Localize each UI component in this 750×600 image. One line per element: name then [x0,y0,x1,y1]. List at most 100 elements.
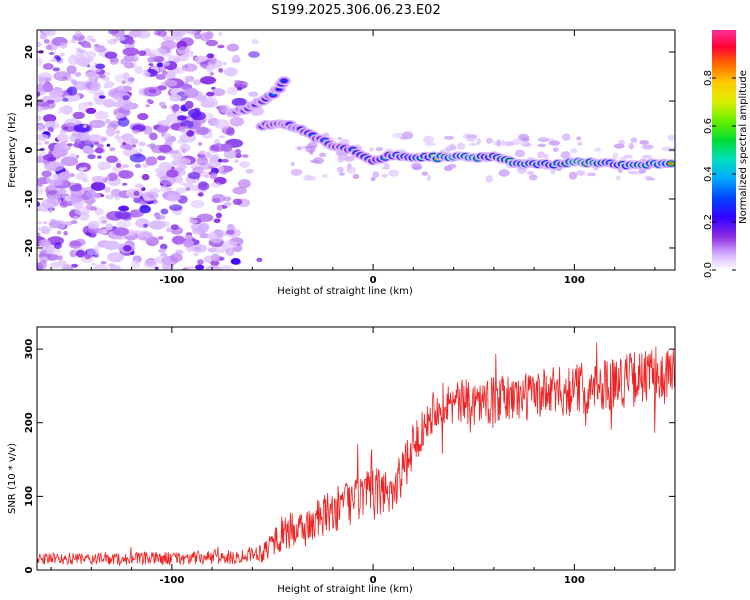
noise-speckle [71,130,84,139]
noise-speckle [623,154,633,159]
noise-speckle [96,143,105,149]
noise-speckle [93,264,108,270]
noise-speckle [73,123,91,133]
noise-speckle [133,190,140,197]
noise-speckle [114,195,121,201]
noise-speckle [193,252,199,257]
noise-speckle [116,220,131,229]
noise-speckle [231,97,247,107]
y-tick-label: -20 [24,239,35,257]
noise-speckle [172,150,179,154]
noise-speckle [205,64,215,73]
noise-speckle [498,169,510,177]
noise-speckle [59,42,68,49]
noise-speckle [159,243,168,250]
noise-speckle [37,201,41,207]
noise-speckle [369,147,374,152]
noise-speckle [518,139,528,147]
noise-speckle [162,70,168,76]
colorbar-tick-label: 0.4 [703,166,714,182]
noise-speckle [179,143,191,153]
noise-speckle [69,153,76,158]
noise-speckle [90,262,97,266]
noise-speckle [199,233,210,239]
noise-speckle [612,152,619,160]
noise-speckle [238,179,251,189]
noise-speckle [169,94,182,102]
noise-speckle [196,94,207,102]
noise-speckle [627,170,639,175]
noise-speckle [71,79,77,85]
noise-speckle [71,263,79,268]
noise-speckle [456,142,466,150]
noise-speckle [75,249,86,258]
noise-speckle [74,72,82,77]
colorbar-tick-label: 0.8 [703,70,714,86]
noise-speckle [37,262,44,270]
colorbar-title: Normalized spectral amplitude [738,70,749,224]
noise-speckle [155,214,166,220]
noise-speckle [138,50,147,57]
noise-speckle [85,71,98,80]
noise-speckle [129,153,146,163]
noise-speckle [104,186,111,193]
noise-speckle [70,39,77,44]
noise-speckle [127,38,135,45]
noise-speckle [52,67,61,72]
noise-speckle [96,92,103,96]
noise-speckle [137,113,149,121]
noise-speckle [158,248,167,253]
noise-speckle [226,127,235,136]
noise-speckle [128,30,142,38]
y-tick-label: 300 [24,339,35,360]
noise-speckle [105,127,116,137]
noise-speckle [133,55,139,60]
noise-speckle [97,155,102,159]
noise-speckle [197,223,209,234]
noise-speckle [100,261,107,265]
colorbar-ticks: 0.0 0.2 0.4 0.6 0.8 [703,70,736,278]
trace-blob [668,162,674,165]
noise-speckle [143,223,149,228]
noise-speckle [98,95,106,99]
noise-speckle [115,130,121,135]
noise-speckle [372,171,380,178]
noise-speckle [615,175,621,181]
noise-speckle [444,135,455,140]
noise-speckle [185,186,191,191]
noise-speckle [221,158,229,163]
noise-speckle [537,143,546,148]
noise-speckle [130,259,141,269]
noise-speckle [187,172,201,180]
noise-speckle [57,172,68,181]
noise-speckle [211,182,222,188]
noise-speckle [476,137,481,145]
colorbar-tick-label: 0.6 [703,118,714,134]
noise-speckle [132,129,141,134]
noise-speckle [138,141,146,147]
noise-speckle [338,172,346,176]
noise-speckle [37,125,44,132]
snr-x-axis-title: Height of straight line (km) [277,584,413,595]
noise-speckle [206,154,214,159]
noise-speckle [37,227,42,231]
noise-speckle [121,164,129,169]
noise-speckle [184,76,191,83]
noise-speckle [212,88,226,97]
noise-speckle [104,51,118,59]
noise-speckle [214,138,220,145]
noise-speckle [218,166,225,172]
noise-speckle [210,156,218,162]
noise-speckle [562,133,571,141]
noise-speckle [527,171,534,175]
noise-speckle [47,126,54,132]
noise-speckle [251,38,259,45]
noise-speckle [91,175,105,183]
colorbar: 0.0 0.2 0.4 0.6 0.8 Normalized spectral ampl… [703,30,749,278]
noise-speckle [217,44,225,49]
noise-speckle [575,170,586,176]
noise-speckle [110,188,122,197]
noise-speckle [39,249,47,254]
noise-speckle [171,104,180,112]
